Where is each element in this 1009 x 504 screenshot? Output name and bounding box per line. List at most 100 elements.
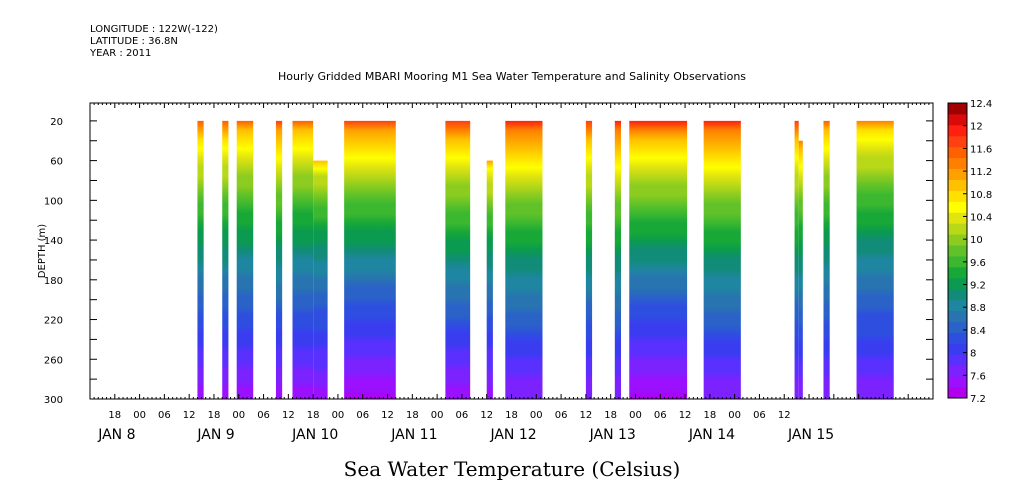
data-segment [795, 121, 799, 399]
x-tick-label: 18 [108, 410, 121, 421]
colorbar-swatch [948, 125, 967, 136]
colorbar-swatch [948, 212, 967, 223]
colorbar-label: 10.4 [970, 212, 992, 223]
x-tick-label: 18 [307, 410, 320, 421]
colorbar-label: 7.6 [970, 371, 986, 382]
data-segment [197, 121, 203, 399]
x-tick-label: 00 [133, 410, 146, 421]
data-segment [276, 121, 282, 399]
colorbar-label: 8.4 [970, 326, 986, 337]
colorbar-label: 7.2 [970, 394, 986, 405]
x-tick-label: 12 [580, 410, 593, 421]
x-tick-label: 06 [456, 410, 469, 421]
y-tick-label: 100 [44, 196, 63, 207]
plot-area [197, 121, 893, 399]
y-tick-label: 260 [44, 355, 63, 366]
data-segment [222, 121, 228, 399]
y-axis-label: DEPTH (m) [37, 224, 48, 278]
colorbar-label: 12 [970, 122, 983, 133]
colorbar-swatch [948, 223, 967, 234]
colorbar-swatch [948, 322, 967, 333]
x-tick-label: 06 [753, 410, 766, 421]
x-tick-label: 06 [356, 410, 369, 421]
data-segment [313, 161, 327, 399]
x-tick-label: 18 [505, 410, 518, 421]
colorbar-swatch [948, 201, 967, 212]
x-day-label: JAN 11 [390, 427, 437, 443]
x-day-label: JAN 14 [688, 427, 735, 443]
colorbar-label: 11.6 [970, 144, 992, 155]
x-tick-label: 06 [654, 410, 667, 421]
data-segment [857, 121, 894, 399]
colorbar-swatch [948, 234, 967, 245]
x-tick-label: 06 [257, 410, 270, 421]
chart: Hourly Gridded MBARI Mooring M1 Sea Wate… [0, 0, 1009, 504]
x-day-label: JAN 10 [291, 427, 338, 443]
data-segment [586, 121, 592, 399]
colorbar-swatch [948, 103, 967, 114]
x-tick-label: 12 [183, 410, 196, 421]
colorbar-swatch [948, 278, 967, 289]
colorbar-label: 9.2 [970, 281, 986, 292]
colorbar-swatch [948, 114, 967, 125]
data-segment [505, 121, 542, 399]
colorbar-swatch [948, 158, 967, 169]
data-segment [487, 161, 493, 399]
x-tick-label: 00 [431, 410, 444, 421]
x-tick-label: 12 [778, 410, 791, 421]
colorbar-label: 10.8 [970, 190, 992, 201]
data-segment [344, 121, 396, 399]
colorbar-label: 12.4 [970, 99, 992, 110]
x-tick-label: 12 [679, 410, 692, 421]
x-tick-label: 06 [158, 410, 171, 421]
data-segment [237, 121, 254, 399]
colorbar: 12.4 12 11.6 11.2 10.8 10.4 10 9.6 9.2 8.8 8.4 8 7.6… [948, 99, 992, 405]
x-day-label: JAN 13 [589, 427, 636, 443]
data-segment [292, 121, 313, 399]
data-segment [445, 121, 470, 399]
x-tick-label: 18 [703, 410, 716, 421]
colorbar-label: 8.8 [970, 303, 986, 314]
x-tick-label: 18 [406, 410, 419, 421]
colorbar-swatch [948, 267, 967, 278]
x-day-label: JAN 12 [489, 427, 536, 443]
data-segment [615, 121, 621, 399]
x-tick-label: 12 [381, 410, 394, 421]
data-segment [799, 141, 803, 399]
colorbar-swatch [948, 387, 967, 398]
x-tick-label: 00 [332, 410, 345, 421]
y-tick-label: 220 [44, 316, 63, 327]
colorbar-swatch [948, 300, 967, 311]
x-tick-label: 12 [282, 410, 295, 421]
x-tick-label: 00 [530, 410, 543, 421]
x-day-label: JAN 15 [787, 427, 834, 443]
colorbar-label: 9.6 [970, 258, 986, 269]
colorbar-swatch [948, 354, 967, 365]
colorbar-swatch [948, 245, 967, 256]
y-tick-label: 20 [50, 117, 63, 128]
x-day-label: JAN 9 [196, 427, 234, 443]
colorbar-label: 11.2 [970, 167, 992, 178]
colorbar-swatch [948, 332, 967, 343]
colorbar-swatch [948, 311, 967, 322]
colorbar-swatch [948, 179, 967, 190]
x-tick-label: 06 [555, 410, 568, 421]
data-segment [629, 121, 687, 399]
x-tick-label: 00 [232, 410, 245, 421]
y-tick-label: 60 [50, 157, 63, 168]
y-tick-label: 300 [44, 395, 63, 406]
x-tick-label: 18 [604, 410, 617, 421]
colorbar-swatch [948, 376, 967, 387]
colorbar-swatch [948, 136, 967, 147]
x-tick-label: 18 [208, 410, 221, 421]
data-segment [823, 121, 829, 399]
x-tick-label: 00 [629, 410, 642, 421]
x-tick-label: 12 [480, 410, 493, 421]
bottom-title: Sea Water Temperature (Celsius) [344, 457, 681, 481]
colorbar-swatch [948, 289, 967, 300]
x-day-label: JAN 8 [97, 427, 135, 443]
chart-title: Hourly Gridded MBARI Mooring M1 Sea Wate… [278, 70, 746, 83]
colorbar-swatch [948, 169, 967, 180]
colorbar-swatch [948, 190, 967, 201]
x-tick-label: 00 [728, 410, 741, 421]
